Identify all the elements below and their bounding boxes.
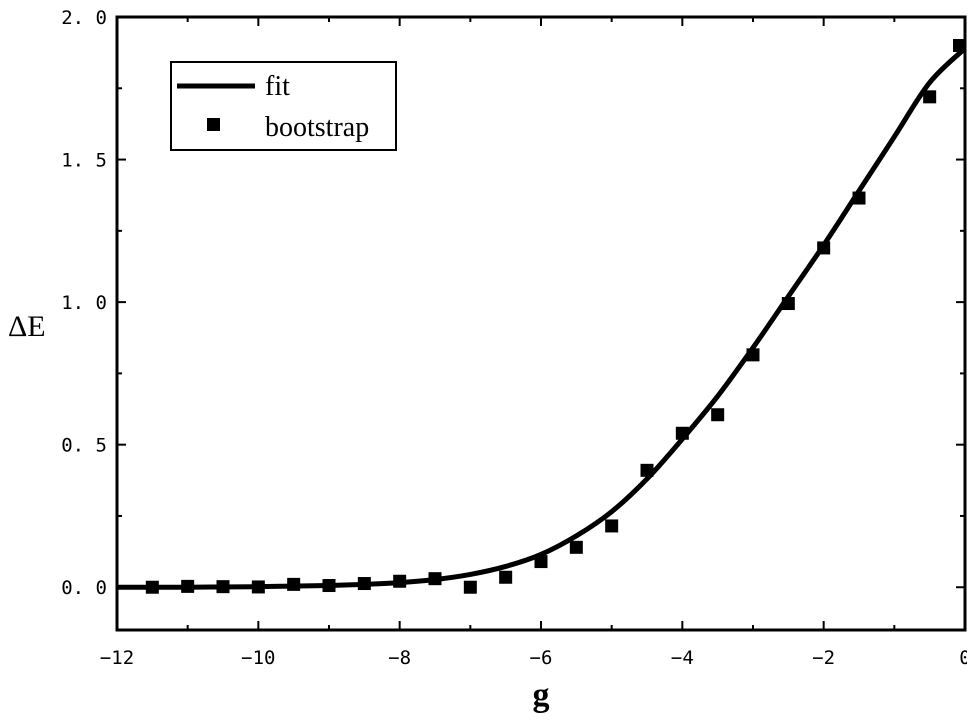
- legend-box: [170, 61, 397, 151]
- bootstrap-point: [534, 555, 548, 569]
- legend-bootstrap-label: bootstrap: [265, 112, 369, 143]
- bootstrap-point: [322, 579, 336, 593]
- y-tick-label: 1. 5: [61, 150, 107, 172]
- x-tick-label: −10: [241, 647, 275, 669]
- bootstrap-point: [499, 570, 513, 584]
- bootstrap-point: [953, 39, 966, 53]
- bootstrap-point: [746, 348, 760, 362]
- axis-tick-labels: −12 −10 −8 −6 −4 −2 0 0. 0 0. 5 1. 0 1. 5 2. 0: [61, 7, 967, 669]
- y-tick-label: 0. 0: [61, 577, 107, 599]
- legend-bootstrap-marker: [207, 118, 220, 131]
- bootstrap-point: [923, 90, 937, 104]
- bootstrap-point: [428, 572, 442, 586]
- bootstrap-point: [569, 540, 583, 554]
- bootstrap-point: [605, 519, 619, 533]
- bootstrap-point: [251, 580, 265, 594]
- y-tick-label: 1. 0: [61, 292, 107, 314]
- bootstrap-point: [357, 577, 371, 591]
- x-tick-label: −2: [812, 647, 835, 669]
- x-tick-label: 0: [959, 647, 967, 669]
- legend: fit bootstrap: [170, 61, 397, 151]
- bootstrap-point: [711, 408, 725, 422]
- axis-ticks: [116, 16, 966, 630]
- bootstrap-point: [145, 580, 159, 594]
- bootstrap-point: [781, 297, 795, 311]
- x-tick-label: −12: [100, 647, 134, 669]
- bootstrap-point: [675, 426, 689, 440]
- x-tick-label: −6: [530, 647, 553, 669]
- legend-fit-label: fit: [265, 71, 290, 102]
- y-axis-title: ΔE: [8, 310, 46, 343]
- x-axis-title: g: [533, 677, 550, 714]
- bootstrap-point: [852, 191, 866, 205]
- bootstrap-point: [181, 579, 195, 593]
- bootstrap-point: [216, 580, 230, 594]
- bootstrap-point: [393, 574, 407, 588]
- x-tick-label: −4: [671, 647, 694, 669]
- y-tick-label: 0. 5: [61, 435, 107, 457]
- bootstrap-point: [817, 241, 831, 255]
- series-layer: [117, 39, 967, 594]
- x-tick-label: −8: [388, 647, 411, 669]
- bootstrap-point: [640, 463, 654, 477]
- bootstrap-point: [287, 577, 301, 591]
- bootstrap-point: [463, 580, 477, 594]
- y-tick-label: 2. 0: [61, 7, 107, 29]
